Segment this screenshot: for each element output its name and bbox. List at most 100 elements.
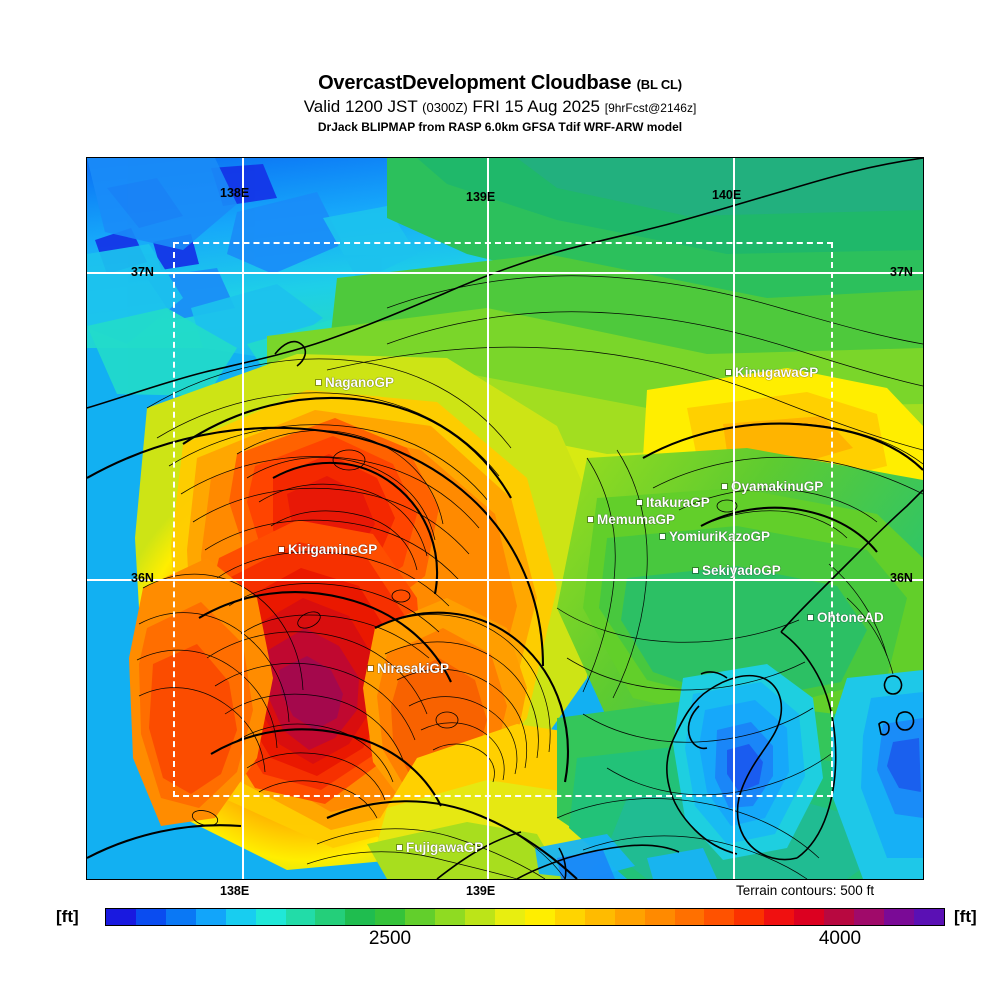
station-yomiurikazogp[interactable]: YomiuriKazoGP <box>660 529 770 544</box>
inner-domain-boundary <box>173 242 833 797</box>
station-naganogp[interactable]: NaganoGP <box>316 375 394 390</box>
station-marker-dot <box>316 380 321 385</box>
chart-subtitle: Valid 1200 JST (0300Z) FRI 15 Aug 2025 [… <box>0 97 1000 118</box>
graticule-label-139e-top: 139E <box>466 190 496 204</box>
station-marker-dot <box>722 484 727 489</box>
station-marker-dot <box>397 845 402 850</box>
colorbar-swatch-18 <box>644 909 675 925</box>
station-label: ItakuraGP <box>646 495 710 510</box>
station-label: MemumaGP <box>597 512 676 527</box>
station-label: SekiyadoGP <box>702 563 781 578</box>
station-nirasakigp[interactable]: NirasakiGP <box>368 661 449 676</box>
terrain-contours <box>136 275 923 879</box>
station-ohtonead[interactable]: OhtoneAD <box>808 610 884 625</box>
colorbar-swatch-15 <box>554 909 585 925</box>
colorbar-swatch-4 <box>225 909 256 925</box>
station-sekiyadogp[interactable]: SekiyadoGP <box>693 563 781 578</box>
station-kirigaminegp[interactable]: KirigamineGP <box>279 542 377 557</box>
colorbar-swatch-26 <box>883 909 914 925</box>
station-label: FujigawaGP <box>406 840 484 855</box>
chart-title-suffix: (BL CL) <box>636 77 682 92</box>
chart-title-main: OvercastDevelopment Cloudbase <box>318 72 632 94</box>
graticule-label-37n-left: 37N <box>131 265 154 279</box>
colorbar-swatch-17 <box>614 909 645 925</box>
colorbar-swatch-14 <box>524 909 555 925</box>
station-label: KinugawaGP <box>735 365 819 380</box>
graticule-label-37n-right: 37N <box>890 265 913 279</box>
graticule-lon-140e <box>733 158 735 879</box>
station-itakuragp[interactable]: ItakuraGP <box>637 495 710 510</box>
colorbar-swatch-22 <box>764 909 795 925</box>
colorbar-swatch-7 <box>315 909 346 925</box>
graticule-lon-138e <box>242 158 244 879</box>
station-kinugawagp[interactable]: KinugawaGP <box>726 365 818 380</box>
station-marker-dot <box>660 534 665 539</box>
colorbar-unit-left: [ft] <box>56 907 79 926</box>
station-label: NirasakiGP <box>377 661 450 676</box>
colorbar-swatch-19 <box>674 909 705 925</box>
colorbar-swatch-16 <box>584 909 615 925</box>
colorbar[interactable]: [ft] [ft] 250040005500700085001000011500… <box>56 905 977 960</box>
graticule-label-140e-top: 140E <box>712 188 742 202</box>
graticule-label-36n-right: 36N <box>890 571 913 585</box>
station-oyamakinugp[interactable]: OyamakinuGP <box>722 479 823 494</box>
colorbar-tick-4000: 4000 <box>818 928 862 949</box>
colorbar-tick-2500: 2500 <box>368 928 412 949</box>
station-label: YomiuriKazoGP <box>669 529 771 544</box>
chart-title: OvercastDevelopment Cloudbase (BL CL) <box>0 72 1000 96</box>
axis-label-138e-bottom: 138E <box>220 884 250 898</box>
station-memumagp[interactable]: MemumaGP <box>588 512 675 527</box>
station-label: KirigamineGP <box>288 542 378 557</box>
title-block: OvercastDevelopment Cloudbase (BL CL) Va… <box>0 72 1000 135</box>
colorbar-swatch-8 <box>345 909 376 925</box>
map-canvas <box>87 158 923 879</box>
graticule-lat-37n <box>87 272 923 274</box>
colorbar-swatch-23 <box>794 909 825 925</box>
colorbar-swatch-27 <box>913 909 944 925</box>
colorbar-swatch-13 <box>494 909 525 925</box>
colorbar-tick-labels: 25004000550070008500100001150013000 <box>105 928 945 954</box>
graticule-label-138e-top: 138E <box>220 186 250 200</box>
forecast-map[interactable] <box>86 157 924 880</box>
colorbar-swatch-2 <box>165 909 196 925</box>
colorbar-swatch-5 <box>255 909 286 925</box>
colorbar-swatch-10 <box>405 909 436 925</box>
station-fujigawagp[interactable]: FujigawaGP <box>397 840 483 855</box>
terrain-contours-index <box>87 396 923 879</box>
valid-date: FRI 15 Aug 2025 <box>472 97 601 116</box>
graticule-label-36n-left: 36N <box>131 571 154 585</box>
station-marker-dot <box>588 517 593 522</box>
colorbar-swatch-1 <box>135 909 166 925</box>
colorbar-unit-right: [ft] <box>954 907 977 926</box>
terrain-contour-note: Terrain contours: 500 ft <box>736 883 875 898</box>
colorbar-swatch-25 <box>854 909 884 925</box>
station-marker-dot <box>637 500 642 505</box>
colorbar-swatch-6 <box>285 909 316 925</box>
station-marker-dot <box>726 370 731 375</box>
axis-label-139e-bottom: 139E <box>466 884 496 898</box>
cloudbase-field <box>87 158 923 879</box>
model-source: DrJack BLIPMAP from RASP 6.0km GFSA Tdif… <box>317 120 683 134</box>
colorbar-swatch-11 <box>435 909 466 925</box>
colorbar-swatch-24 <box>824 909 855 925</box>
forecast-hour: [9hrFcst@2146z] <box>604 101 697 115</box>
station-label: NaganoGP <box>325 375 395 390</box>
station-label: OhtoneAD <box>817 610 884 625</box>
coastline <box>87 158 923 879</box>
graticule-lat-36n <box>87 579 923 581</box>
station-marker-dot <box>279 547 284 552</box>
colorbar-swatch-9 <box>375 909 406 925</box>
valid-time: Valid 1200 JST <box>303 97 418 116</box>
station-marker-dot <box>808 615 813 620</box>
station-marker-dot <box>368 666 373 671</box>
colorbar-swatch-20 <box>704 909 735 925</box>
colorbar-swatches[interactable] <box>105 908 945 926</box>
station-marker-dot <box>693 568 698 573</box>
colorbar-swatch-21 <box>734 909 765 925</box>
graticule-lon-139e <box>487 158 489 879</box>
valid-time-utc: (0300Z) <box>422 100 468 115</box>
colorbar-swatch-12 <box>465 909 495 925</box>
station-label: OyamakinuGP <box>731 479 824 494</box>
colorbar-swatch-0 <box>106 909 136 925</box>
colorbar-swatch-3 <box>195 909 226 925</box>
